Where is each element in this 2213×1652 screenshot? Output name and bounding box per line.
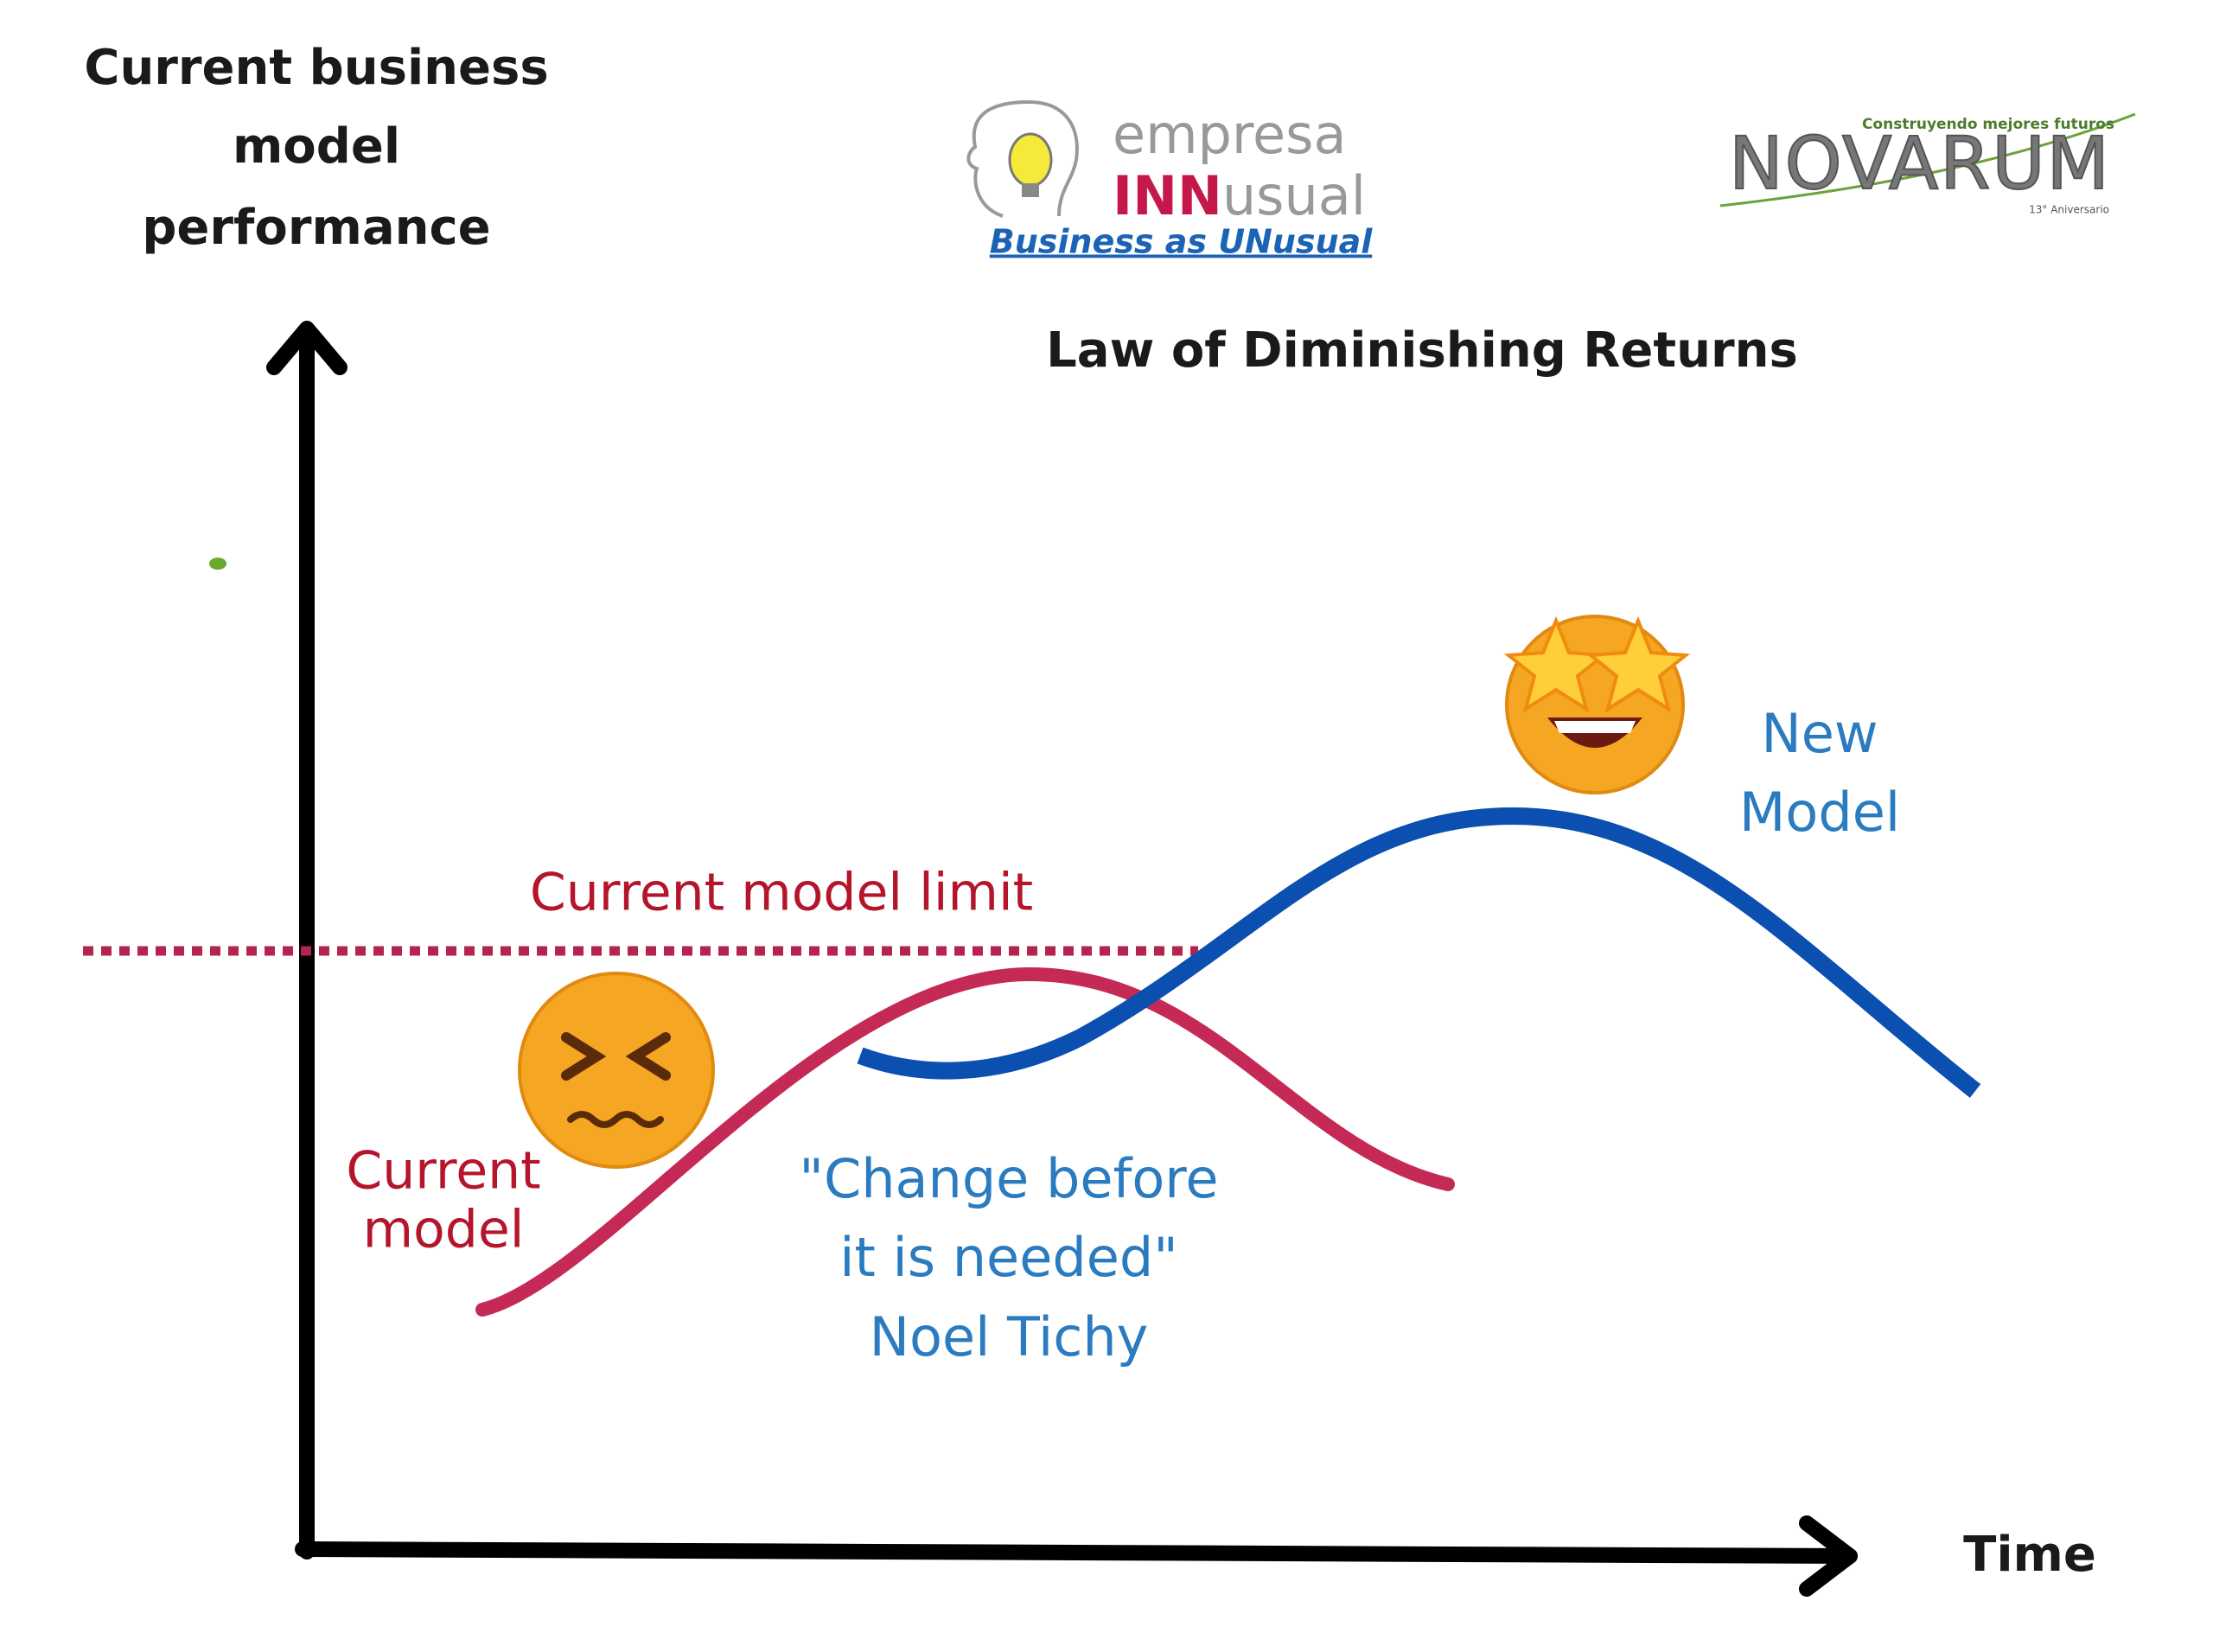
current-model-label: Current	[346, 1141, 540, 1202]
x-axis-label: Time	[1963, 1527, 2096, 1583]
logo-novarum: Construyendo mejores futuros NOVARUM 13°…	[1719, 112, 2136, 216]
logo-inn: INN	[1113, 164, 1222, 227]
quote-author: Noel Tichy	[870, 1305, 1149, 1368]
y-axis-label: model	[233, 118, 400, 175]
logo-anniversary: 13° Aniversario	[2029, 204, 2109, 216]
new-model-curve	[857, 807, 1981, 1098]
current-model-curve	[475, 966, 1455, 1317]
logo-text: empresa	[1113, 103, 1346, 166]
logo-empresa: empresa INNusual Business as UNusual	[966, 99, 1373, 261]
emoji-distressed	[518, 972, 715, 1169]
new-model-label: Model	[1739, 781, 1900, 844]
dot	[209, 558, 226, 570]
logo-text: INNusual	[1113, 164, 1366, 227]
logo-name: NOVARUM	[1729, 121, 2109, 206]
title: Law of Diminishing Returns	[1046, 322, 1798, 379]
logo-slogan: Construyendo mejores futuros	[1862, 116, 2114, 133]
y-axis-label: Current business	[84, 40, 548, 96]
y-axis-label: performance	[142, 200, 490, 256]
logo-usual: usual	[1222, 164, 1366, 227]
quote: "Change before	[799, 1147, 1218, 1210]
new-model-label: New	[1761, 702, 1878, 765]
logo-tagline: Business as UNusual	[990, 223, 1373, 261]
quote: it is needed"	[839, 1226, 1177, 1289]
emoji-star-struck	[1503, 615, 1691, 794]
limit-label: Current model limit	[530, 863, 1033, 923]
axes	[266, 321, 1858, 1597]
current-model-label: model	[363, 1200, 525, 1260]
